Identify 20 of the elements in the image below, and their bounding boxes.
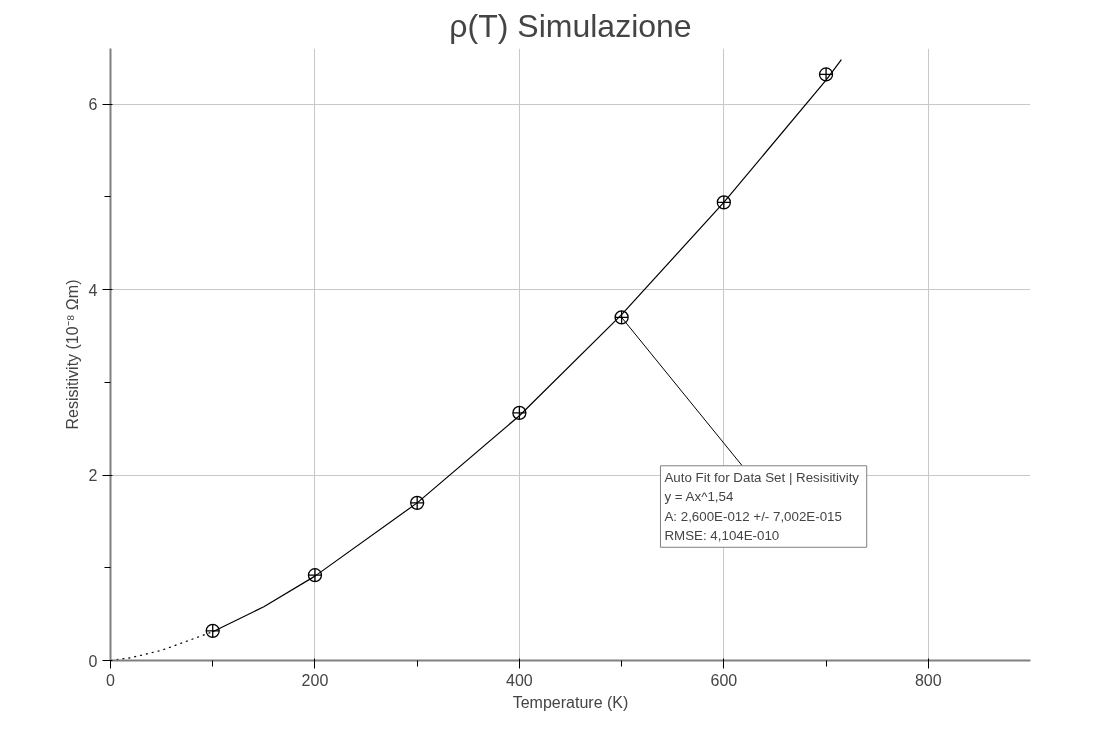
y-axis-title: Resisitivity (10⁻⁸ Ωm) xyxy=(63,279,81,430)
chart-title: ρ(T) Simulazione xyxy=(449,7,692,44)
point xyxy=(512,405,527,421)
x-tick-label: 400 xyxy=(506,671,533,689)
point xyxy=(205,623,220,638)
y-tick-label: 4 xyxy=(88,281,98,299)
x-tick-label: 0 xyxy=(106,671,116,689)
point xyxy=(410,495,425,511)
x-tick-label: 200 xyxy=(301,671,329,689)
y-tick-label: 2 xyxy=(88,467,98,485)
y-tick-label: 0 xyxy=(88,652,98,670)
point xyxy=(716,195,731,210)
annotation: Auto Fit for Data Set | Resisitivity y = Ax^1,54 A: 2,600E-012 +/- 7,002E-015 RMSE: 4,104E-010 xyxy=(664,469,860,544)
x-tick-label: 800 xyxy=(914,671,942,689)
y-tick-label: 6 xyxy=(88,96,98,114)
x-axis-title: Temperature (K) xyxy=(512,693,629,711)
x-tick-label: 600 xyxy=(710,671,738,689)
point xyxy=(818,67,834,82)
point xyxy=(307,568,323,583)
point xyxy=(614,310,629,325)
